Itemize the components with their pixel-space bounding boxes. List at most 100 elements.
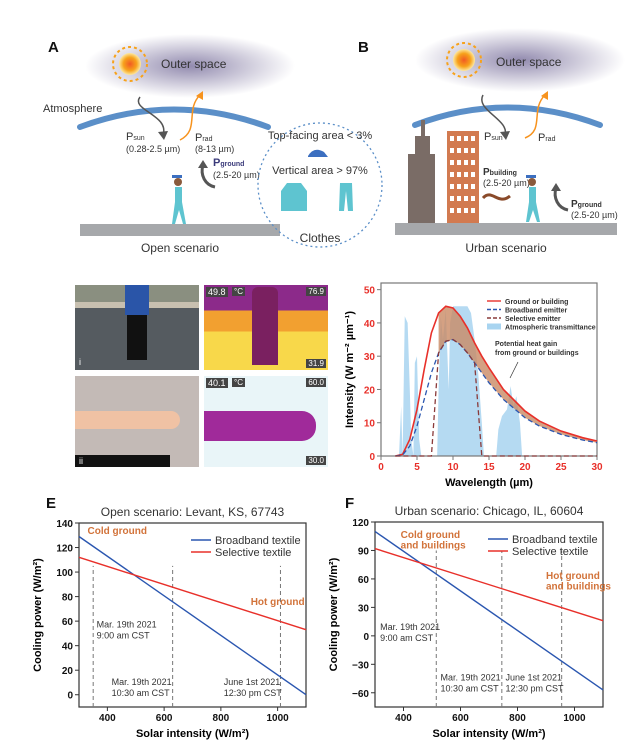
open-scenario-caption: Open scenario (141, 241, 219, 255)
plot-frame (380, 282, 598, 457)
thermal-min-ii: 30.0 (306, 456, 326, 465)
legend-label: Broadband textile (512, 534, 598, 546)
sun-icon (446, 42, 482, 78)
atmosphere-label: Atmosphere (43, 103, 102, 115)
diagrams-ab: A B Outer space Atmosphere Psun (0.28-2.… (43, 28, 625, 255)
building-arrow-icon (481, 193, 511, 201)
atmosphere-arc-b (412, 104, 603, 128)
atmospheric-transmittance-area (399, 306, 597, 456)
x-axis-label: Solar intensity (W/m²) (432, 728, 545, 740)
p-rad-range: (8-13 µm) (195, 144, 234, 154)
legend-label: Selective emitter (505, 316, 561, 323)
p-building-label: Pbuilding (483, 167, 517, 178)
y-axis-label: Cooling power (W/m²) (328, 557, 340, 671)
y-tick-label: −60 (352, 689, 369, 700)
thermal-temp-ii: 40.1 (206, 378, 228, 388)
clothes-circle (257, 122, 383, 248)
date-marker-label: Mar. 19th 2021 (380, 622, 440, 632)
y-tick-label: 30 (358, 603, 370, 614)
panel-label-b: B (358, 39, 369, 56)
ground-arrow-icon (553, 187, 569, 212)
legend-label: Selective textile (512, 546, 588, 558)
x-tick-label: 400 (395, 713, 412, 724)
p-rad-label: Prad (195, 132, 213, 144)
panel-label-f: F (345, 495, 354, 512)
skyscraper-icon (408, 120, 435, 226)
y-tick-label: 60 (358, 575, 370, 586)
chart-title: Urban scenario: Chicago, IL, 60604 (395, 504, 584, 518)
top-facing-label: Top-facing area < 3% (268, 130, 372, 142)
thermal-unit-ii: °C (232, 378, 245, 387)
clothes-caption: Clothes (300, 231, 341, 245)
thermal-unit-i: °C (232, 287, 245, 296)
thermal-max-i: 76.9 (306, 287, 326, 296)
chart-title: Open scenario: Levant, KS, 67743 (101, 505, 285, 519)
date-marker-label: June 1st 2021 (506, 672, 563, 682)
ground-bar (80, 224, 280, 236)
legend-swatch (487, 323, 501, 330)
x-tick-label: 600 (452, 713, 469, 724)
scenario-label: Cold ground (88, 526, 147, 537)
legend-label: Atmospheric transmittance (505, 325, 596, 332)
series-line-selective-emitter (395, 338, 597, 457)
cap-icon (308, 149, 328, 157)
scenario-label: Hot ground (251, 597, 305, 608)
series-line-broadband-emitter (395, 338, 598, 457)
thermal-arm: 40.1 °C 60.0 30.0 (204, 376, 328, 467)
x-axis-label: Wavelength (µm) (445, 477, 533, 489)
y-axis-label: Intensity (W m⁻² µm⁻¹) (344, 311, 356, 428)
legend-label: Broadband textile (215, 535, 301, 547)
x-axis-label: Solar intensity (W/m²) (136, 728, 249, 740)
y-tick-label: 40 (62, 642, 74, 653)
x-tick-label: 10 (447, 462, 459, 473)
series-line-selective-textile (78, 556, 307, 631)
building-icon (447, 131, 479, 226)
p-ground-range-b: (2.5-20 µm) (571, 210, 618, 220)
date-marker-label: 9:00 am CST (97, 630, 151, 640)
rad-arrow-icon (179, 94, 201, 141)
y-tick-label: −30 (352, 660, 369, 671)
y-axis-label: Cooling power (W/m²) (32, 558, 44, 672)
y-tick-label: 90 (358, 546, 370, 557)
x-tick-label: 1000 (267, 713, 290, 724)
scenario-label: Cold ground (401, 530, 460, 541)
x-tick-label: 600 (156, 713, 173, 724)
y-tick-label: 140 (56, 519, 73, 530)
legend-label: Selective textile (215, 547, 291, 559)
scenario-label: Hot ground (546, 571, 600, 582)
series-line-selective-textile (374, 547, 604, 622)
person-icon (172, 175, 186, 224)
p-ground-range: (2.5-20 µm) (213, 170, 260, 180)
photo-label-i: i (79, 357, 81, 367)
y-tick-label: 60 (62, 617, 74, 628)
x-tick-label: 1000 (563, 713, 586, 724)
outer-space-cloud (85, 34, 295, 98)
urban-scenario-caption: Urban scenario (465, 241, 547, 255)
y-tick-label: 0 (67, 691, 73, 702)
x-tick-label: 0 (378, 462, 384, 473)
thermal-person: 49.8 °C 76.9 31.9 (204, 285, 328, 370)
series-line-broadband-textile (374, 530, 604, 691)
y-tick-label: 10 (364, 419, 376, 430)
panel-label-a: A (48, 39, 59, 56)
y-tick-label: 20 (364, 385, 376, 396)
series-line-broadband-textile (78, 535, 307, 696)
x-tick-label: 800 (509, 713, 526, 724)
y-tick-label: 120 (352, 518, 369, 529)
plot-frame (374, 521, 604, 708)
date-marker-label: Mar. 19th 2021 (112, 677, 172, 687)
y-tick-label: 50 (364, 286, 376, 297)
p-sun-label: Psun (126, 131, 145, 143)
date-marker-label: 12:30 pm CST (506, 683, 565, 693)
y-tick-label: 40 (364, 319, 376, 330)
x-tick-label: 5 (414, 462, 420, 473)
heat-gain-area (438, 306, 597, 443)
sun-arrow-icon (481, 94, 507, 136)
x-tick-label: 30 (591, 462, 603, 473)
p-building-range: (2.5-20 µm) (483, 178, 530, 188)
shirt-icon (281, 183, 307, 211)
photo-person-visible: i (75, 285, 199, 370)
p-ground-label-b: Pground (571, 199, 602, 210)
outer-space-label-b: Outer space (496, 55, 562, 69)
